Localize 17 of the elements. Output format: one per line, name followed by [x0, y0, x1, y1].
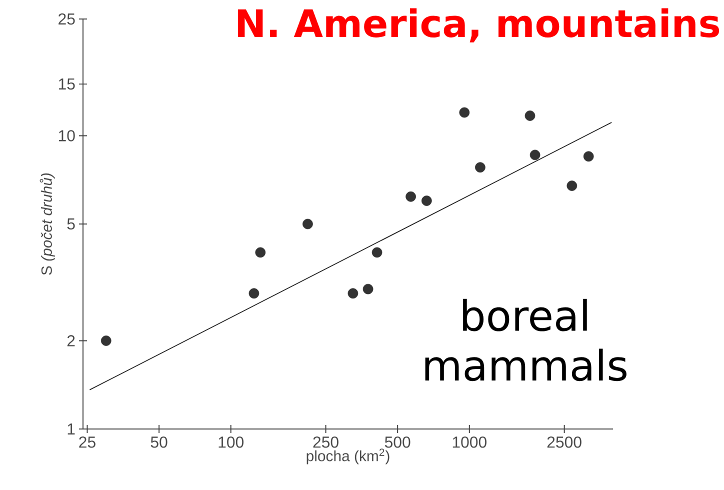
- y-tick-label: 10: [58, 130, 75, 142]
- x-tick-label: 100: [218, 436, 244, 448]
- y-axis-title: S (počet druhů): [40, 173, 55, 275]
- y-tick-label: 2: [67, 335, 75, 346]
- y-tick-label: 25: [58, 13, 75, 25]
- x-axis-title: plocha (km$^{2}$): [306, 448, 390, 464]
- x-tick-label: 50: [150, 436, 168, 448]
- y-tick-label: 5: [67, 218, 75, 230]
- x-tick-label: 1000: [452, 436, 486, 448]
- x-tick-label: 25: [79, 436, 96, 448]
- x-tick-label: 500: [384, 436, 410, 448]
- x-tick-label: 2500: [547, 436, 582, 448]
- y-tick-label: 1: [68, 424, 75, 434]
- x-tick-label: 250: [313, 436, 338, 448]
- chart-title: N. America, mountains: [238, 8, 720, 42]
- y-tick-label: 15: [58, 78, 75, 90]
- annotation: boreal mammals: [425, 298, 626, 382]
